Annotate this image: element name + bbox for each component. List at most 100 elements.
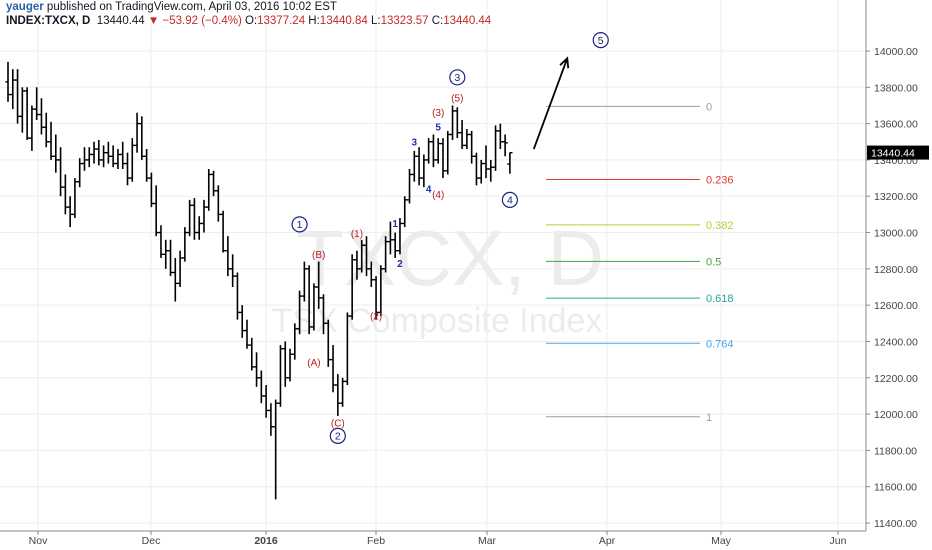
wave-label-red: (2) (370, 312, 382, 323)
low-label: L: (370, 15, 381, 27)
ohlc-bar (287, 348, 293, 382)
ohlc-bar (406, 169, 413, 204)
price-tick-label: 13000.00 (874, 228, 918, 240)
ohlc-bar (253, 352, 260, 387)
ohlc-bar (383, 236, 389, 273)
close-value: 13440.44 (443, 15, 492, 27)
price-tick-label: 11600.00 (874, 482, 917, 494)
chart-header: yauger published on TradingView.com, Apr… (6, 1, 491, 28)
wave-label-red: (5) (451, 94, 463, 105)
ohlc-bar (478, 159, 484, 184)
price-tick-label: 14000.00 (874, 46, 918, 58)
high-label: H: (308, 15, 320, 27)
fib-level-label: 0 (706, 101, 712, 113)
ohlc-bar (387, 221, 393, 255)
ohlc-bar (354, 250, 360, 280)
wave-label-red: (4) (432, 190, 444, 201)
fib-level-label: 0.382 (706, 220, 734, 232)
ohlc-bar (239, 305, 245, 338)
price-tick-label: 13200.00 (874, 191, 918, 203)
ohlc-bar (344, 312, 350, 386)
ohlc-bar (29, 105, 35, 151)
ohlc-bar (249, 337, 255, 371)
ohlc-bar (483, 145, 489, 179)
ohlc-bar (220, 210, 226, 253)
ohlc-bar (263, 385, 269, 418)
ohlc-bar (201, 199, 207, 233)
ohlc-bar (296, 290, 303, 335)
wave-circle (291, 216, 308, 233)
ohlc-bar (306, 265, 312, 335)
price-tick-label: 12400.00 (874, 336, 918, 348)
ohlc-bar (292, 323, 298, 360)
ohlc-bar (38, 98, 45, 135)
ohlc-bar (430, 134, 437, 168)
wave-label-circled: 1 (291, 216, 308, 233)
ohlc-bar (124, 152, 131, 186)
ohlc-bar (411, 150, 417, 182)
ohlc-bar (215, 185, 221, 222)
wave-circle-text: 4 (507, 195, 513, 207)
ohlc-bar (225, 236, 231, 277)
ohlc-bar (163, 239, 169, 269)
price-tick-label: 11800.00 (874, 445, 917, 457)
ohlc-bar (91, 141, 97, 164)
projection-arrow (532, 56, 570, 150)
ohlc-legend: INDEX:TXCX, D 13440.44 ▼ −53.92 (−0.4%) … (6, 15, 491, 28)
open-value: 13377.24 (257, 15, 306, 27)
ohlc-bar (86, 147, 92, 168)
last-price-label: 13440.44 (871, 148, 915, 160)
ohlc-bar (14, 69, 21, 124)
ohlc-bar (10, 69, 16, 110)
fibonacci-retracement[interactable]: 0 0.236 0.382 0.5 0.618 0.764 1 (546, 101, 734, 424)
ohlc-bar (148, 172, 154, 208)
ohlc-bar (368, 261, 374, 287)
ohlc-bar (101, 145, 107, 168)
fib-level-label: 0.236 (706, 175, 734, 187)
ohlc-bar (187, 199, 193, 237)
ohlc-bar (311, 283, 317, 331)
low-value: 13323.57 (380, 15, 429, 27)
ohlc-bar (349, 254, 355, 320)
ohlc-bar (340, 377, 346, 407)
wave-label-blue: 4 (426, 184, 432, 195)
ohlc-bar (459, 119, 465, 150)
ohlc-bar (77, 158, 83, 188)
ohlc-bar (244, 319, 250, 349)
price-tick-label: 12000.00 (874, 409, 918, 421)
price-tick-label: 12800.00 (874, 264, 918, 276)
watermark-symbol: TXCX, D (296, 214, 604, 302)
ohlc-bar (492, 125, 499, 171)
ohlc-bar (268, 403, 274, 436)
price-tick-label: 13800.00 (874, 82, 918, 94)
wave-label-red: (3) (432, 108, 444, 119)
wave-circle (449, 69, 466, 86)
ohlc-bar (449, 105, 456, 140)
ohlc-bar (5, 61, 11, 102)
ohlc-bar (167, 239, 174, 277)
ohlc-bar (196, 216, 202, 240)
grid (0, 0, 866, 531)
publish-info: published on TradingView.com, April 03, … (46, 1, 337, 13)
ohlc-bar (144, 149, 150, 182)
ohlc-bar (158, 225, 164, 258)
wave-label-red: (1) (351, 229, 363, 240)
wave-circle-text: 5 (598, 35, 604, 47)
time-tick-label: Feb (367, 535, 385, 547)
high-value: 13440.84 (319, 15, 368, 27)
author-name[interactable]: yauger (6, 1, 44, 13)
ohlc-bar (210, 170, 217, 197)
ohlc-bar (81, 147, 88, 171)
fib-level-label: 0.764 (706, 338, 734, 350)
ohlc-bar (316, 261, 322, 309)
publish-line: yauger published on TradingView.com, Apr… (6, 1, 491, 14)
wave-label-circled: 3 (449, 69, 466, 86)
wave-label-blue: 3 (412, 137, 418, 148)
wave-annotations[interactable]: 1 2 3 4 5 (B) (A) (C) (1) (2) (3) (4) (5) 1 2 3 4 5 (291, 32, 609, 444)
watermark-name: TSX Composite Index (272, 302, 603, 340)
ohlc-bar (392, 232, 398, 258)
arrow-shaft (532, 57, 569, 150)
